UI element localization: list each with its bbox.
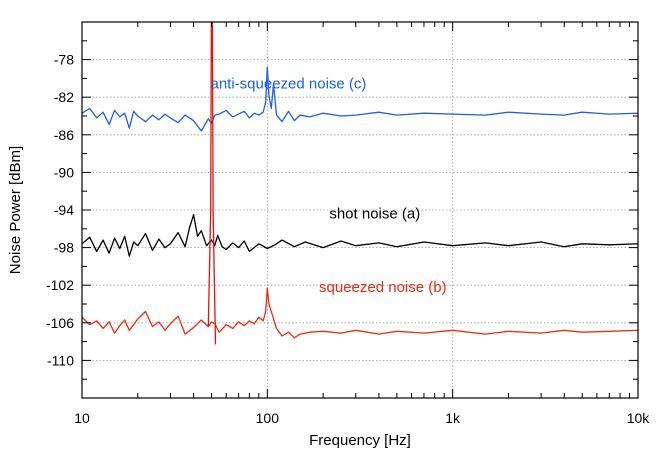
annotation-label: anti-squeezed noise (c): [210, 76, 366, 93]
annotations: anti-squeezed noise (c) shot noise (a) squ…: [210, 76, 446, 296]
y-tick-label: -82: [54, 89, 74, 105]
x-tick-label: 10k: [627, 410, 651, 426]
series-line-50-hz-line: [207, 22, 217, 345]
y-tick-label: -78: [54, 52, 74, 68]
y-tick-label: -106: [46, 315, 74, 331]
ticks: -78 -82 -86 -90 -94 -98 -102 -106 -110 10 100 1k 10k: [46, 21, 651, 426]
series-line-shot-noise-a: [82, 214, 638, 257]
y-axis-label: Noise Power [dBm]: [7, 146, 24, 274]
series-lines: [82, 22, 638, 345]
y-tick-label: -94: [54, 202, 74, 218]
series-line-squeezed-noise-b: [82, 287, 638, 339]
y-tick-label: -98: [54, 240, 74, 256]
annotation-label: shot noise (a): [329, 205, 420, 222]
y-tick-label: -90: [54, 164, 74, 180]
grid: [82, 22, 638, 398]
x-tick-label: 10: [74, 410, 90, 426]
y-tick-label: -110: [47, 352, 74, 368]
annotation-label: squeezed noise (b): [319, 279, 447, 296]
series-line-anti-squeezed-noise-c: [82, 66, 638, 132]
x-tick-label: 100: [256, 410, 280, 426]
x-axis-label: Frequency [Hz]: [309, 432, 411, 449]
x-tick-label: 1k: [445, 410, 461, 426]
y-tick-label: -102: [46, 277, 74, 293]
y-tick-label: -86: [54, 127, 74, 143]
